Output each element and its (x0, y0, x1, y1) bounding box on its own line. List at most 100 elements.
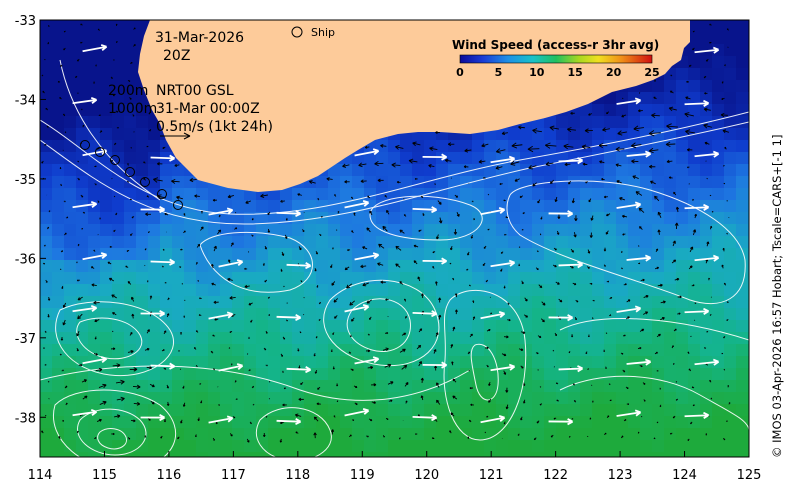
wind-speed-cell (736, 284, 749, 297)
wind-speed-cell (448, 200, 461, 213)
wind-speed-cell (724, 176, 737, 189)
wind-speed-cell (220, 212, 233, 225)
wind-speed-cell (472, 320, 485, 333)
wind-speed-cell (136, 368, 149, 381)
wind-speed-cell (460, 140, 473, 153)
wind-speed-cell (88, 44, 101, 57)
wind-speed-cell (88, 272, 101, 285)
current-vector (41, 430, 44, 434)
wind-speed-cell (208, 440, 221, 453)
wind-speed-cell (748, 296, 749, 309)
current-vector (588, 113, 593, 116)
wind-vector (150, 154, 176, 162)
wind-speed-cell (280, 440, 293, 453)
wind-speed-cell (592, 416, 605, 429)
wind-speed-cell (244, 392, 257, 405)
wind-speed-cell (376, 212, 389, 225)
wind-speed-cell (544, 296, 557, 309)
wind-speed-cell (172, 452, 185, 457)
wind-speed-cell (280, 188, 293, 201)
wind-speed-cell (568, 356, 581, 369)
wind-speed-cell (124, 284, 137, 297)
wind-speed-cell (112, 56, 125, 69)
wind-speed-cell (124, 416, 137, 429)
current-vector (514, 178, 520, 182)
current-vector (643, 294, 649, 298)
wind-speed-cell (628, 416, 641, 429)
wind-speed-cell (316, 356, 329, 369)
wind-speed-cell (352, 452, 365, 457)
wind-speed-cell (64, 68, 77, 81)
wind-speed-cell (712, 296, 725, 309)
wind-speed-cell (688, 248, 701, 261)
wind-speed-cell (208, 368, 221, 381)
current-vector (110, 347, 116, 351)
wind-speed-cell (484, 236, 497, 249)
current-vector (656, 333, 661, 338)
current-vector (721, 264, 724, 269)
wind-speed-cell (652, 332, 665, 345)
wind-speed-cell (580, 248, 593, 261)
wind-speed-cell (304, 308, 317, 321)
wind-speed-cell (640, 200, 653, 213)
wind-speed-cell (160, 236, 173, 249)
wind-speed-cell (100, 308, 113, 321)
current-vector (213, 245, 217, 252)
current-vector (633, 125, 644, 132)
wind-speed-cell (496, 200, 509, 213)
current-vector (399, 348, 406, 353)
wind-speed-cell (568, 116, 581, 129)
wind-speed-cell (676, 236, 689, 249)
wind-speed-cell (424, 164, 437, 177)
wind-speed-cell (628, 440, 641, 453)
colorbar-tick-label: 25 (644, 66, 659, 79)
current-vector (450, 412, 455, 417)
wind-speed-cell (460, 308, 473, 321)
current-vector (620, 267, 623, 270)
current-vector (77, 243, 80, 247)
wind-speed-cell (532, 356, 545, 369)
current-vector (709, 41, 712, 44)
wind-speed-cell (664, 164, 677, 177)
wind-speed-cell (172, 416, 185, 429)
current-vector (298, 397, 304, 402)
wind-speed-cell (184, 344, 197, 357)
current-vector (107, 261, 112, 265)
wind-speed-cell (556, 140, 569, 153)
wind-speed-cell (724, 368, 737, 381)
wind-speed-cell (748, 452, 749, 457)
current-vector (727, 385, 730, 388)
wind-vector (344, 199, 370, 209)
current-vector (438, 297, 442, 303)
wind-speed-cell (256, 392, 269, 405)
wind-speed-cell (268, 284, 281, 297)
wind-speed-cell (712, 80, 725, 93)
wind-speed-cell (592, 332, 605, 345)
wind-speed-cell (604, 92, 617, 105)
current-vector (483, 245, 487, 249)
wind-speed-cell (160, 260, 173, 273)
wind-speed-cell (376, 152, 389, 165)
current-vector (405, 400, 408, 404)
wind-speed-cell (340, 392, 353, 405)
current-vector (555, 281, 560, 285)
y-tick-label: -34 (15, 93, 36, 108)
wind-speed-cell (52, 236, 65, 249)
wind-vector (694, 358, 720, 366)
current-vector (333, 298, 339, 303)
wind-speed-cell (712, 68, 725, 81)
current-vector (468, 284, 471, 287)
wind-speed-cell (748, 200, 749, 213)
wind-speed-cell (664, 440, 677, 453)
wind-speed-cell (388, 236, 401, 249)
wind-speed-cell (88, 260, 101, 273)
wind-speed-cell (496, 212, 509, 225)
wind-speed-cell (688, 428, 701, 441)
wind-speed-cell (508, 308, 521, 321)
current-vector (520, 365, 524, 369)
current-vector (76, 261, 78, 264)
wind-speed-cell (316, 416, 329, 429)
current-vector (688, 265, 693, 270)
current-vector (378, 243, 385, 249)
current-vector (456, 211, 460, 217)
